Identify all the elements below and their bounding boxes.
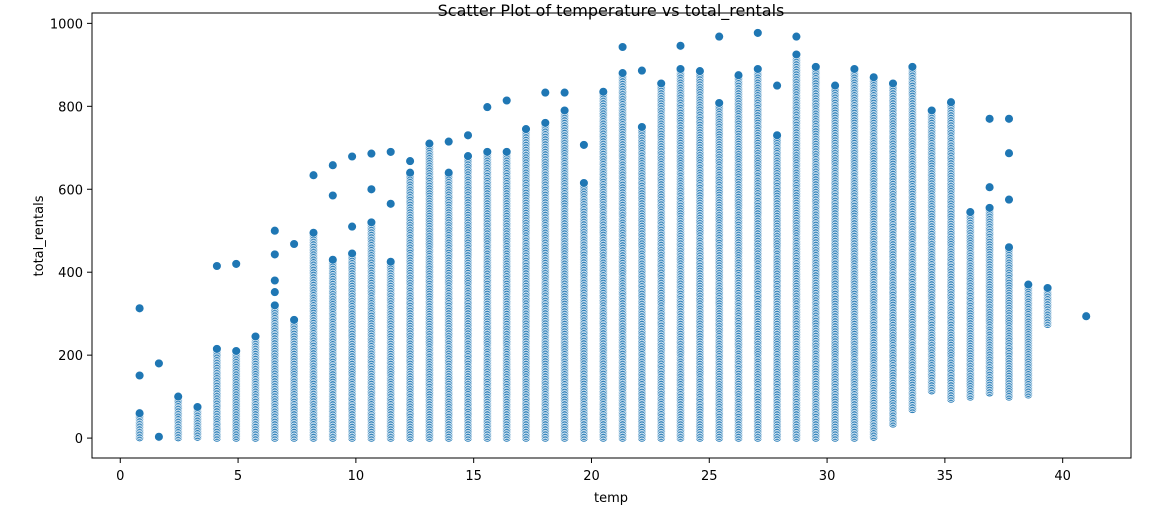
y-tick-label: 800 bbox=[58, 100, 83, 115]
data-point bbox=[212, 261, 222, 271]
y-axis: 0 200 400 600 800 1000 bbox=[50, 17, 92, 447]
data-point bbox=[270, 300, 280, 311]
data-point bbox=[328, 190, 338, 201]
data-point bbox=[463, 151, 473, 161]
data-point bbox=[231, 259, 241, 269]
data-point bbox=[753, 28, 763, 38]
data-point bbox=[173, 391, 183, 402]
data-point bbox=[501, 147, 512, 157]
data-point bbox=[134, 408, 145, 418]
x-tick-label: 25 bbox=[701, 469, 718, 484]
data-point bbox=[328, 255, 338, 265]
data-point bbox=[559, 87, 570, 98]
x-tick-label: 10 bbox=[348, 469, 365, 484]
data-point bbox=[753, 64, 763, 74]
data-point bbox=[405, 156, 415, 166]
x-tick-label: 0 bbox=[116, 469, 124, 484]
data-point bbox=[540, 118, 551, 128]
x-tick-label: 5 bbox=[234, 469, 242, 484]
data-point bbox=[308, 228, 319, 238]
data-point bbox=[270, 225, 280, 236]
data-point bbox=[328, 160, 338, 170]
x-tick-label: 40 bbox=[1054, 469, 1071, 484]
data-point bbox=[270, 249, 280, 260]
data-point bbox=[443, 167, 454, 178]
y-tick-label: 0 bbox=[75, 432, 83, 447]
data-points bbox=[134, 28, 1091, 443]
data-point bbox=[714, 98, 724, 108]
data-point bbox=[637, 65, 647, 76]
data-point bbox=[637, 122, 647, 132]
data-point bbox=[212, 344, 222, 354]
x-tick-label: 15 bbox=[465, 469, 482, 484]
x-tick-label: 30 bbox=[819, 469, 836, 484]
data-point bbox=[347, 248, 357, 259]
data-point bbox=[134, 303, 145, 314]
data-point bbox=[772, 80, 782, 91]
x-tick-label: 35 bbox=[937, 469, 954, 484]
data-point bbox=[385, 199, 396, 209]
data-point bbox=[192, 402, 203, 412]
data-point bbox=[482, 102, 493, 112]
y-tick-label: 600 bbox=[58, 183, 83, 198]
data-point bbox=[695, 66, 705, 76]
data-point bbox=[714, 31, 724, 42]
y-tick-label: 1000 bbox=[50, 17, 83, 32]
data-point bbox=[733, 70, 744, 80]
data-point bbox=[675, 64, 686, 74]
data-point bbox=[579, 140, 589, 150]
data-point bbox=[270, 275, 280, 286]
data-point bbox=[501, 95, 512, 106]
data-point bbox=[443, 136, 454, 147]
y-tick-label: 400 bbox=[58, 266, 83, 281]
data-point bbox=[308, 170, 319, 180]
data-point bbox=[366, 148, 377, 159]
data-point bbox=[366, 217, 377, 228]
data-point bbox=[540, 87, 551, 98]
data-point bbox=[559, 105, 570, 116]
data-point bbox=[405, 167, 415, 178]
data-point bbox=[347, 151, 357, 162]
data-point bbox=[154, 358, 164, 369]
data-point bbox=[617, 68, 628, 78]
data-point bbox=[134, 370, 145, 381]
data-point bbox=[385, 257, 396, 267]
data-point bbox=[424, 138, 435, 149]
data-point bbox=[579, 178, 589, 188]
data-point bbox=[250, 331, 261, 342]
data-point bbox=[154, 432, 164, 442]
y-tick-label: 200 bbox=[58, 349, 83, 364]
data-point bbox=[347, 221, 357, 232]
chart-title: Scatter Plot of temperature vs total_ren… bbox=[438, 1, 785, 21]
data-point bbox=[772, 130, 782, 141]
data-point bbox=[482, 147, 493, 157]
data-point bbox=[289, 315, 299, 325]
data-point bbox=[656, 78, 666, 89]
data-point bbox=[521, 124, 531, 134]
x-tick-label: 20 bbox=[583, 469, 600, 484]
data-point bbox=[385, 147, 396, 157]
data-point bbox=[289, 239, 299, 249]
data-point bbox=[463, 130, 473, 141]
data-point bbox=[366, 184, 377, 195]
data-point bbox=[617, 42, 628, 52]
data-point bbox=[675, 41, 686, 51]
data-point bbox=[270, 287, 280, 297]
x-axis: 0 5 10 15 20 25 30 35 40 bbox=[116, 458, 1071, 484]
data-point bbox=[231, 346, 241, 356]
data-point bbox=[598, 87, 609, 97]
